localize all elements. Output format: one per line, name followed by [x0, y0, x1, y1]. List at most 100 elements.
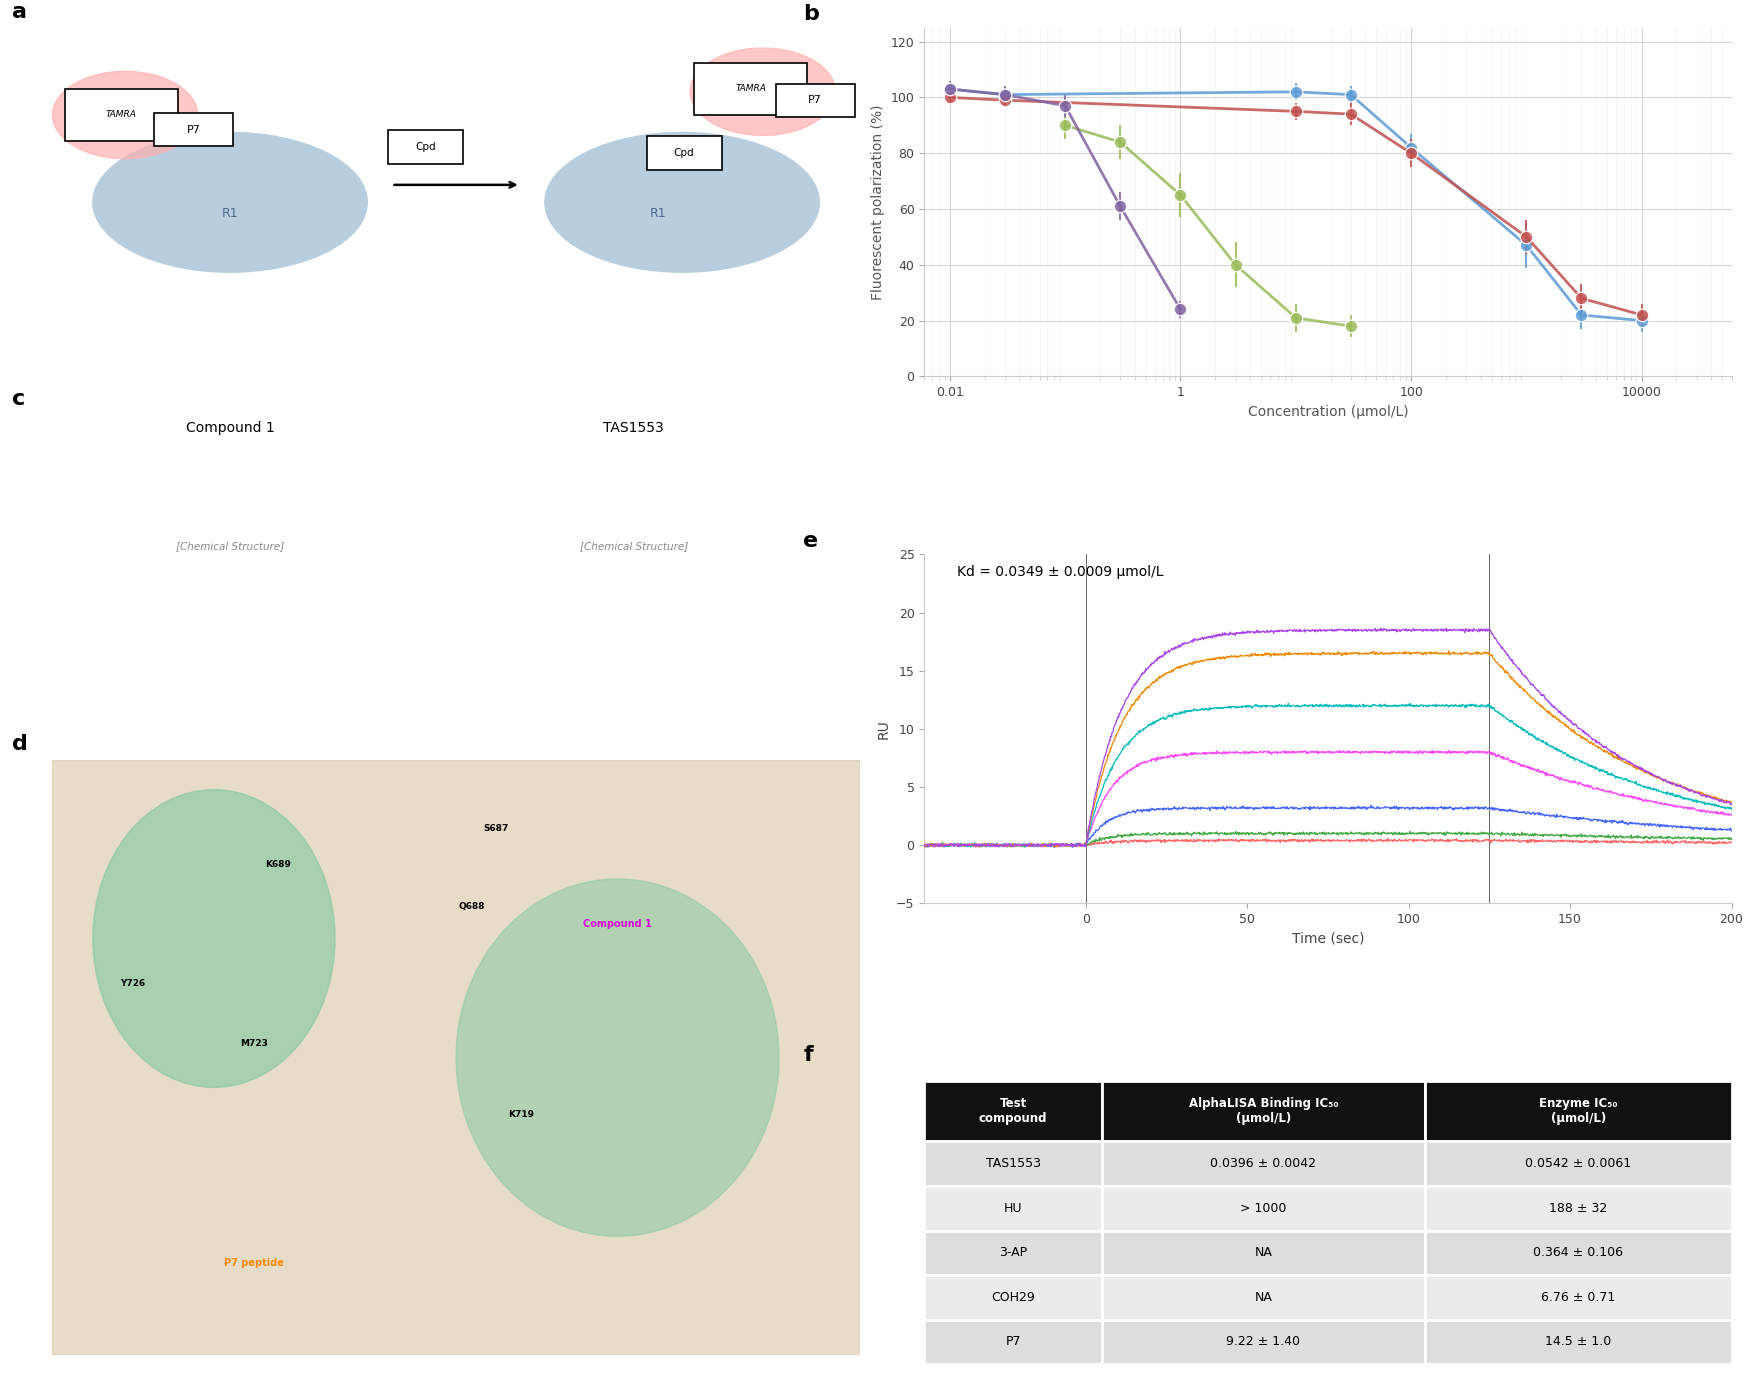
0.200 μmol/L — [912, 835, 933, 852]
Bar — [1101, 1319, 1425, 1364]
Text: TAS1553: TAS1553 — [603, 422, 664, 436]
Text: Y726: Y726 — [121, 979, 145, 987]
Text: a: a — [12, 1, 26, 22]
X-axis label: Concentration (μmol/L): Concentration (μmol/L) — [1246, 405, 1407, 419]
0.600 μmol/L — [979, 837, 1000, 853]
0.0222 μmol/L — [1218, 745, 1239, 762]
0.00741 μmol/L — [1044, 839, 1065, 856]
0.200 μmol/L — [968, 839, 989, 856]
Bar — [1425, 1275, 1731, 1319]
0.600 μmol/L — [996, 835, 1017, 852]
0.0222 μmol/L — [1421, 743, 1442, 759]
Text: c: c — [12, 389, 24, 408]
0.0222 μmol/L — [1557, 772, 1578, 788]
Bar — [1425, 1319, 1731, 1364]
FancyBboxPatch shape — [647, 136, 722, 170]
Text: 9.22 ± 1.40: 9.22 ± 1.40 — [1225, 1336, 1299, 1348]
0.0667 μmol/L — [1278, 696, 1299, 712]
0.0667 μmol/L — [1696, 795, 1717, 812]
0.000823 μmol/L — [1377, 830, 1398, 846]
Text: 188 ± 32: 188 ± 32 — [1549, 1202, 1606, 1214]
0.00247 μmol/L — [1696, 831, 1717, 848]
Bar — [1101, 1231, 1425, 1275]
Line: 0.200 μmol/L: 0.200 μmol/L — [923, 651, 1731, 848]
Bar — [1425, 1231, 1731, 1275]
0.000823 μmol/L — [1557, 833, 1578, 849]
Text: K689: K689 — [266, 860, 292, 869]
Line: 0.0667 μmol/L: 0.0667 μmol/L — [923, 704, 1731, 846]
Bar — [923, 1082, 1101, 1141]
Text: P7 peptide: P7 peptide — [224, 1259, 285, 1268]
Bar — [923, 1187, 1101, 1231]
Ellipse shape — [93, 133, 367, 272]
0.0222 μmol/L — [1584, 780, 1605, 797]
Y-axis label: RU: RU — [876, 719, 890, 739]
Text: Enzyme IC₅₀
(μmol/L): Enzyme IC₅₀ (μmol/L) — [1538, 1097, 1617, 1126]
Ellipse shape — [545, 133, 818, 272]
0.600 μmol/L — [912, 838, 933, 855]
0.200 μmol/L — [1584, 737, 1605, 754]
0.0222 μmol/L — [979, 838, 1000, 855]
FancyBboxPatch shape — [388, 130, 463, 165]
Text: TAMRA: TAMRA — [734, 84, 766, 93]
0.00247 μmol/L — [979, 837, 1000, 853]
0.0667 μmol/L — [1218, 698, 1239, 715]
0.200 μmol/L — [1696, 787, 1717, 804]
0.0222 μmol/L — [912, 837, 933, 853]
0.00741 μmol/L — [1720, 823, 1741, 839]
Ellipse shape — [52, 72, 198, 159]
0.00741 μmol/L — [1584, 812, 1605, 828]
Text: Q688: Q688 — [458, 902, 486, 911]
Text: Cpd: Cpd — [416, 142, 435, 152]
Text: > 1000: > 1000 — [1239, 1202, 1287, 1214]
0.0667 μmol/L — [996, 837, 1017, 853]
Text: TAMRA: TAMRA — [105, 111, 136, 119]
0.0667 μmol/L — [912, 837, 933, 853]
0.600 μmol/L — [1720, 795, 1741, 812]
0.000823 μmol/L — [996, 835, 1017, 852]
0.0667 μmol/L — [1557, 747, 1578, 763]
Bar — [1425, 1141, 1731, 1187]
Text: AlphaLISA Binding IC₅₀
(μmol/L): AlphaLISA Binding IC₅₀ (μmol/L) — [1189, 1097, 1337, 1126]
Text: S687: S687 — [484, 824, 509, 834]
0.0667 μmol/L — [1014, 838, 1035, 855]
Text: 0.0396 ± 0.0042: 0.0396 ± 0.0042 — [1210, 1158, 1316, 1170]
Text: 0.364 ± 0.106: 0.364 ± 0.106 — [1533, 1246, 1622, 1260]
0.00247 μmol/L — [998, 837, 1019, 853]
0.00247 μmol/L — [1225, 823, 1246, 839]
0.000823 μmol/L — [1720, 834, 1741, 851]
Ellipse shape — [690, 48, 836, 136]
Text: Test
compound: Test compound — [979, 1097, 1047, 1126]
Text: P7: P7 — [808, 95, 822, 105]
0.00741 μmol/L — [1218, 799, 1239, 816]
Text: P7: P7 — [187, 124, 201, 134]
Text: COH29: COH29 — [991, 1290, 1035, 1304]
0.600 μmol/L — [1584, 734, 1605, 751]
0.000823 μmol/L — [1584, 834, 1605, 851]
Text: Cpd: Cpd — [673, 148, 694, 158]
Text: 14.5 ± 1.0: 14.5 ± 1.0 — [1543, 1336, 1610, 1348]
0.000823 μmol/L — [1696, 834, 1717, 851]
0.600 μmol/L — [1038, 838, 1059, 855]
0.0222 μmol/L — [1720, 808, 1741, 824]
0.000823 μmol/L — [912, 835, 933, 852]
Text: HU: HU — [1003, 1202, 1023, 1214]
Bar — [1425, 1187, 1731, 1231]
Bar — [1101, 1275, 1425, 1319]
0.200 μmol/L — [1437, 643, 1458, 660]
Text: M723: M723 — [239, 1039, 267, 1048]
Text: 6.76 ± 0.71: 6.76 ± 0.71 — [1540, 1290, 1615, 1304]
0.00741 μmol/L — [912, 835, 933, 852]
Text: d: d — [12, 734, 28, 754]
Bar — [1101, 1082, 1425, 1141]
Text: P7: P7 — [1005, 1336, 1021, 1348]
0.0667 μmol/L — [979, 837, 1000, 853]
Text: b: b — [802, 4, 818, 24]
Text: Compound 1: Compound 1 — [582, 918, 652, 928]
Line: 0.00741 μmol/L: 0.00741 μmol/L — [923, 805, 1731, 848]
Bar — [1101, 1187, 1425, 1231]
0.600 μmol/L — [1557, 711, 1578, 727]
Bar — [923, 1275, 1101, 1319]
0.200 μmol/L — [1218, 649, 1239, 665]
Text: TAS1553: TAS1553 — [986, 1158, 1040, 1170]
